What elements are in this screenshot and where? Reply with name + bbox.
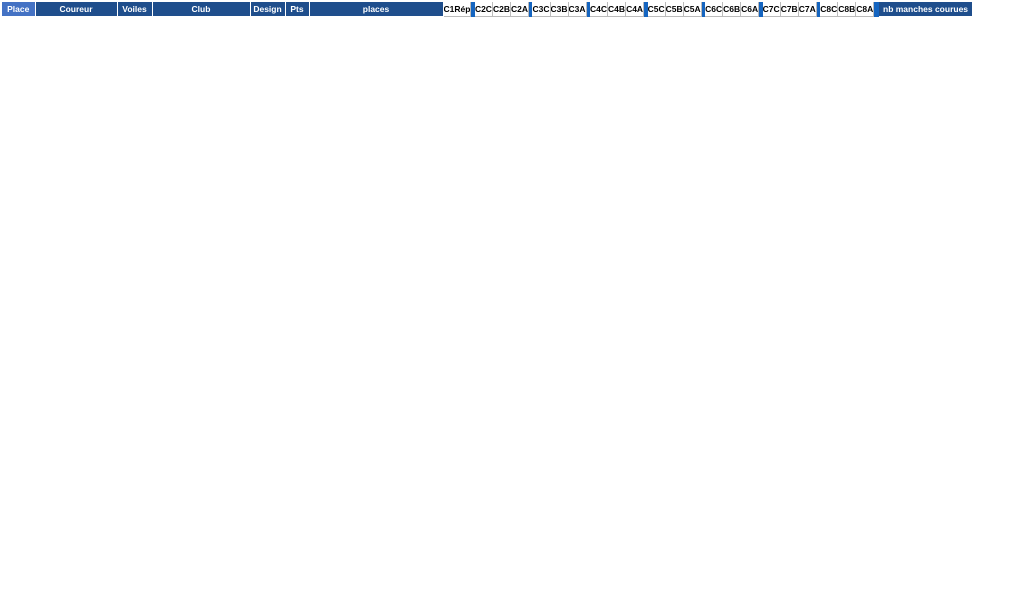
header-c3c: C3C bbox=[532, 2, 551, 17]
header-separator bbox=[816, 2, 821, 17]
header-c8c: C8C bbox=[820, 2, 839, 17]
header-c2c: C2C bbox=[474, 2, 493, 17]
header-separator bbox=[643, 2, 648, 17]
header-c6b: C6B bbox=[722, 2, 742, 17]
header-separator bbox=[701, 2, 706, 17]
header-c7a: C7A bbox=[798, 2, 817, 17]
header-c7b: C7B bbox=[780, 2, 799, 17]
header-separator bbox=[528, 2, 533, 17]
header-c4a: C4A bbox=[625, 2, 645, 17]
header-c7c: C7C bbox=[762, 2, 781, 17]
header-design: Design bbox=[250, 2, 286, 17]
header-nb-manches: nb manches courues bbox=[878, 2, 974, 17]
header-voiles: Voiles bbox=[117, 2, 153, 17]
header-c6c: C6C bbox=[705, 2, 724, 17]
header-separator bbox=[586, 2, 591, 17]
header-c5a: C5A bbox=[683, 2, 702, 17]
results-sheet: Place Coureur Voiles Club Design Pts pla… bbox=[2, 2, 974, 17]
header-places: places bbox=[309, 2, 444, 17]
header-separator bbox=[470, 2, 475, 17]
header-row: Place Coureur Voiles Club Design Pts pla… bbox=[2, 2, 974, 17]
header-c2a: C2A bbox=[510, 2, 529, 17]
header-place: Place bbox=[2, 2, 36, 17]
header-c8a: C8A bbox=[855, 2, 875, 17]
header-c4b: C4B bbox=[607, 2, 627, 17]
results-table: Place Coureur Voiles Club Design Pts pla… bbox=[2, 2, 974, 17]
header-c5c: C5C bbox=[647, 2, 666, 17]
header-c3a: C3A bbox=[568, 2, 587, 17]
header-c8b: C8B bbox=[837, 2, 857, 17]
header-separator bbox=[758, 2, 763, 17]
header-coureur: Coureur bbox=[35, 2, 118, 17]
header-c4c: C4C bbox=[590, 2, 609, 17]
header-c5b: C5B bbox=[665, 2, 684, 17]
header-c6a: C6A bbox=[740, 2, 760, 17]
header-c2b: C2B bbox=[492, 2, 511, 17]
header-c1rep: C1Rép bbox=[443, 2, 472, 17]
header-club: Club bbox=[152, 2, 251, 17]
header-pts: Pts bbox=[285, 2, 310, 17]
header-c3b: C3B bbox=[550, 2, 569, 17]
header-separator bbox=[873, 2, 879, 17]
